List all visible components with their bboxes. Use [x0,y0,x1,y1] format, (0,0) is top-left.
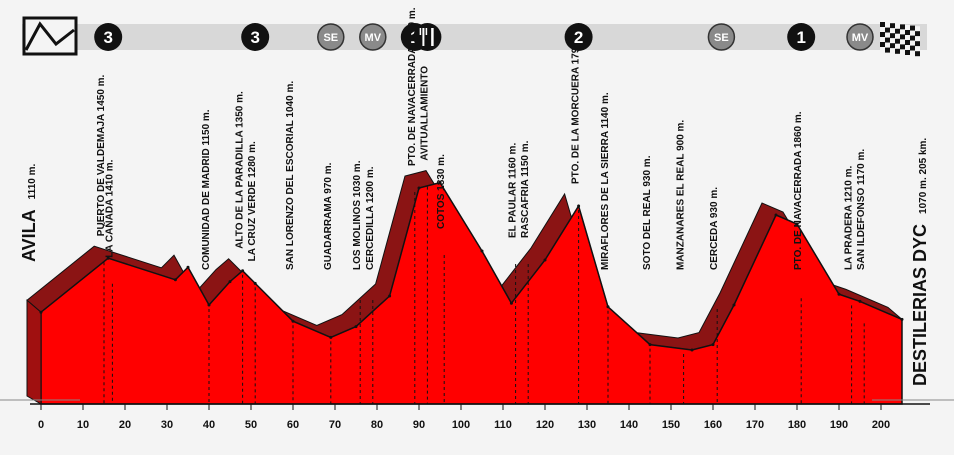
profile-point [711,343,715,347]
sprint-badge-label: SE [323,32,338,44]
x-tick-label: 60 [287,419,299,431]
profile-point [774,213,778,217]
place-label: PTO. DE NAVACERRADA 1860 m. [793,111,804,270]
place-label: PTO. DE LA MORCUERA 1790 m. [571,27,582,184]
place-label: SAN ILDEFONSO 1170 m. [856,149,867,270]
profile-point [228,280,232,284]
x-tick-label: 180 [788,419,806,431]
profile-point [509,301,513,305]
sprint-badge [359,23,387,51]
place-label: COMUNIDAD DE MADRID 1150 m. [201,109,212,270]
place-label: AVITUALLAMIENTO [419,66,430,161]
category-badge [787,23,816,51]
profile-point [837,292,841,296]
x-tick-label: 100 [452,419,470,431]
x-tick-label: 90 [413,419,425,431]
fork-knife-icon [413,23,442,51]
x-tick-label: 150 [662,419,680,431]
profile-point [39,310,43,314]
x-tick-label: 170 [746,419,764,431]
category-badge [564,23,593,51]
profile-point [186,265,190,269]
category-badge-label: 3 [250,28,259,47]
x-tick-label: 190 [830,419,848,431]
x-tick-label: 10 [77,419,89,431]
profile-point [480,249,484,253]
profile-point [606,305,610,309]
profile-point [438,181,442,185]
x-tick-label: 200 [872,419,890,431]
x-tick-label: 0 [38,419,44,431]
profile-point [577,204,581,208]
place-altitude-label: 1110 m. [27,164,38,200]
x-tick-label: 70 [329,419,341,431]
place-label: DESTILERIAS DYC [910,224,930,386]
place-label: LA CRUZ VERDE 1280 m. [247,141,258,261]
place-label: ALTO DE LA PARADILLA 1350 m. [235,91,246,249]
category-badge-label: 1 [796,28,805,47]
place-label: LA PRADERA 1210 m. [844,165,855,270]
icon-bar [22,24,927,50]
checkered-flag-icon [880,22,920,57]
place-label: MANZANARES EL REAL 900 m. [676,120,687,270]
profile-point [329,335,333,339]
profile-point [241,269,245,273]
sprint-badge-label: SE [714,32,729,44]
profile-point [354,325,358,329]
category-badge [241,23,270,51]
profile-point [417,186,421,190]
x-tick-label: 20 [119,419,131,431]
place-label: GUADARRAMA 970 m. [323,162,334,270]
category-badge [94,23,123,51]
sprint-badge [846,23,874,51]
profile-point [388,294,392,298]
place-label: SOTO DEL REAL 930 m. [642,155,653,270]
profile-side-wall [26,299,42,405]
profile-point [690,348,694,352]
x-tick-label: 50 [245,419,257,431]
profile-point [106,256,110,260]
place-label: RASCAFRIA 1150 m. [520,140,531,238]
place-label: CERCEDA 930 m. [709,187,720,270]
sprint-badge-label: MV [852,32,869,44]
profile-point [732,303,736,307]
profile-point [173,278,177,282]
profile-point [900,317,904,321]
place-label: LOS MOLINOS 1030 m. [352,160,363,270]
sprint-badge [317,23,345,51]
x-tick-label: 110 [494,419,512,431]
x-tick-label: 40 [203,419,215,431]
place-label: MIRAFLORES DE LA SIERRA 1140 m. [600,92,611,270]
place-label: PTO. DE NAVACERRADA 1860 m. [407,7,418,166]
sprint-badge [707,23,736,51]
place-label: COTOS 1830 m. [436,154,447,229]
profile-point [253,281,257,285]
place-label: EL PAULAR 1160 m. [508,143,519,238]
category-badge-label: 2 [574,28,583,47]
profile-point [795,222,799,226]
place-label: SAN LORENZO DEL ESCORIAL 1040 m. [285,81,296,270]
place-label: PUERTO DE VALDEMAJA 1450 m. [96,74,107,236]
x-tick-label: 140 [620,419,638,431]
x-tick-label: 120 [536,419,554,431]
category-badge-label: 3 [103,28,112,47]
x-tick-label: 80 [371,419,383,431]
place-label: CERCEDILLA 1200 m. [365,166,376,270]
place-label: LA CAÑADA 1410 m. [102,159,115,257]
profile-point [543,258,547,262]
profile-point [207,303,211,307]
sprint-badge-label: MV [365,32,382,44]
profile-point [291,319,295,323]
x-tick-label: 130 [578,419,596,431]
place-altitude-label: 1070 m. 205 km. [918,138,929,214]
x-tick-label: 30 [161,419,173,431]
place-label: AVILA [19,209,39,262]
x-tick-label: 160 [704,419,722,431]
start-icon [22,16,78,56]
profile-point [858,299,862,303]
profile-point [648,343,652,347]
